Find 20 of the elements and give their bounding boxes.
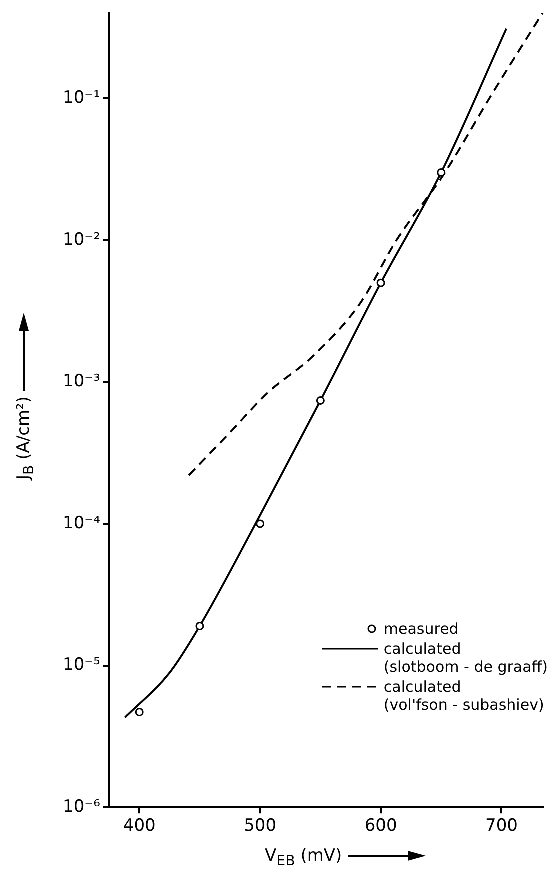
- x-axis-title: V$_{EB}$ (mV): [265, 846, 342, 870]
- x-tick-label: 600: [364, 816, 398, 836]
- point: [437, 168, 446, 177]
- point: [376, 278, 386, 288]
- legend-label: measured: [384, 620, 459, 638]
- y-tick-label: 10⁻³: [63, 372, 100, 392]
- y-tick-label: 10⁻⁶: [63, 797, 101, 818]
- x-tick-label: 500: [244, 816, 277, 836]
- point: [135, 708, 144, 717]
- legend-label: calculated (slotboom - de graaff): [384, 640, 548, 676]
- x-tick-label: 700: [486, 816, 518, 836]
- point: [196, 622, 204, 631]
- point: [316, 396, 325, 405]
- y-tick-label: 10⁻²: [63, 230, 100, 250]
- y-tick-label: 10⁻¹: [63, 88, 100, 108]
- legend-label: calculated (vol'fson - subashiev): [384, 678, 544, 714]
- y-tick-label: 10⁻⁴: [63, 513, 101, 534]
- x-tick-label: 400: [123, 816, 156, 836]
- point: [256, 520, 265, 528]
- y-tick-label: 10⁻⁵: [63, 655, 100, 676]
